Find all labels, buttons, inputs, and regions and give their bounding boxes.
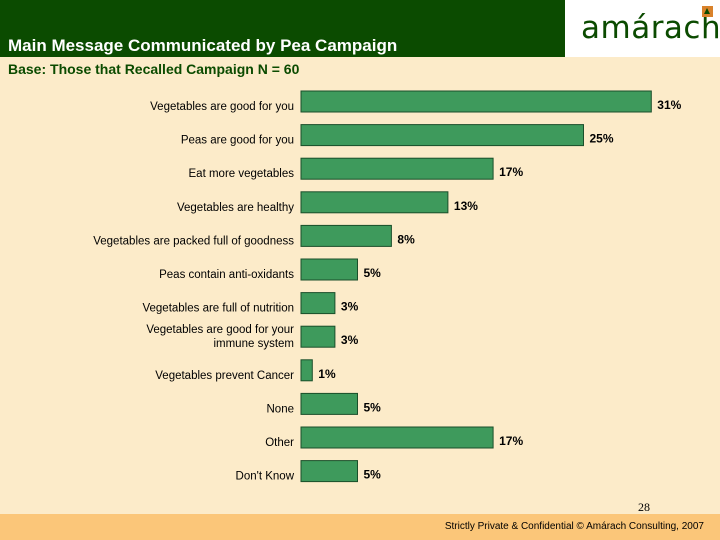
category-label: Vegetables are good for you	[150, 101, 294, 113]
category-label: Peas contain anti-oxidants	[159, 269, 294, 281]
category-label: Vegetables prevent Cancer	[155, 370, 294, 382]
bar-peas-contain-anti-oxidants	[300, 258, 358, 281]
value-label: 31%	[657, 98, 681, 112]
bar-none	[300, 392, 358, 415]
category-label: None	[267, 403, 295, 415]
bar-vegetables-are-healthy	[300, 191, 449, 214]
value-label: 5%	[364, 266, 382, 280]
bar-eat-more-vegetables	[300, 157, 494, 180]
value-label: 1%	[318, 367, 336, 381]
logo: amárach	[565, 0, 720, 57]
category-label: Other	[265, 437, 294, 449]
category-label: Vegetables are full of nutrition	[142, 303, 294, 315]
category-label: Vegetables are good for your immune syste…	[146, 324, 294, 350]
header-bar: Main Message Communicated by Pea Campaig…	[0, 0, 565, 57]
bar-don-t-know	[300, 460, 358, 483]
bar-vegetables-are-good-for-your-immune-system	[300, 325, 336, 348]
value-label: 17%	[499, 434, 523, 448]
chart-subtitle: Base: Those that Recalled Campaign N = 6…	[8, 61, 300, 77]
page-title: Main Message Communicated by Pea Campaig…	[8, 36, 398, 55]
value-label: 8%	[397, 232, 415, 246]
category-label: Peas are good for you	[181, 135, 294, 147]
category-label: Don't Know	[236, 471, 295, 483]
bar-vegetables-are-full-of-nutrition	[300, 292, 336, 315]
bar-peas-are-good-for-you	[300, 124, 584, 147]
value-label: 3%	[341, 300, 359, 314]
bar-chart: Vegetables are good for you 31% Peas are g…	[93, 90, 682, 483]
category-label: Vegetables are packed full of goodness	[93, 235, 294, 247]
bar-vegetables-are-good-for-you	[300, 90, 652, 113]
value-label: 5%	[364, 400, 382, 414]
footer-text: Strictly Private & Confidential © Amárac…	[444, 521, 704, 532]
footer-bar: Strictly Private & Confidential © Amárac…	[0, 514, 720, 540]
bar-other	[300, 426, 494, 449]
value-label: 5%	[364, 468, 382, 482]
value-label: 3%	[341, 333, 359, 347]
category-label: Eat more vegetables	[189, 168, 295, 180]
bar-vegetables-prevent-cancer	[300, 359, 313, 382]
page-number: 28	[638, 500, 650, 514]
value-label: 13%	[454, 199, 478, 213]
bar-vegetables-are-packed-full-of-goodness	[300, 224, 392, 247]
value-label: 25%	[590, 132, 614, 146]
value-label: 17%	[499, 165, 523, 179]
logo-triangle-icon	[704, 8, 710, 14]
logo-text: amárach	[581, 10, 720, 46]
category-label: Vegetables are healthy	[177, 202, 294, 214]
